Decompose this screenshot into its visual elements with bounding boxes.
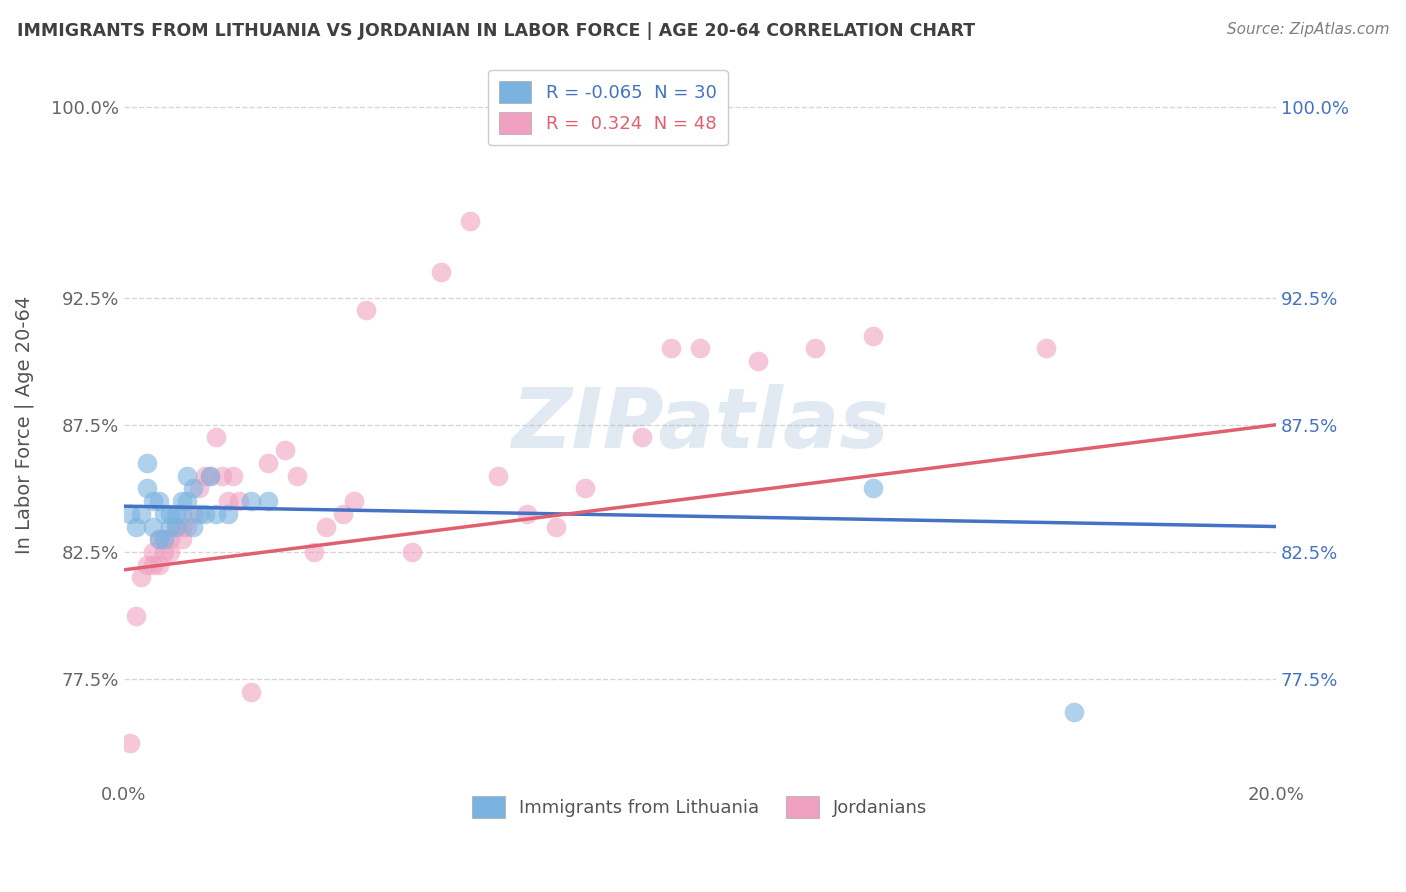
Text: IMMIGRANTS FROM LITHUANIA VS JORDANIAN IN LABOR FORCE | AGE 20-64 CORRELATION CH: IMMIGRANTS FROM LITHUANIA VS JORDANIAN I…	[17, 22, 974, 40]
Point	[239, 494, 262, 508]
Point	[187, 482, 209, 496]
Point	[136, 482, 159, 496]
Point	[176, 468, 198, 483]
Point	[574, 482, 596, 496]
Point	[176, 494, 198, 508]
Point	[153, 545, 176, 559]
Point	[222, 468, 245, 483]
Point	[148, 533, 170, 547]
Point	[159, 519, 181, 533]
Point	[1063, 706, 1085, 720]
Point	[170, 519, 193, 533]
Point	[142, 494, 165, 508]
Point	[181, 482, 204, 496]
Point	[142, 558, 165, 572]
Point	[486, 468, 509, 483]
Point	[142, 545, 165, 559]
Point	[165, 519, 187, 533]
Y-axis label: In Labor Force | Age 20-64: In Labor Force | Age 20-64	[15, 295, 35, 554]
Point	[165, 507, 187, 521]
Point	[153, 507, 176, 521]
Point	[430, 265, 453, 279]
Point	[118, 736, 141, 750]
Point	[170, 494, 193, 508]
Point	[747, 354, 769, 368]
Point	[136, 456, 159, 470]
Point	[862, 328, 884, 343]
Point	[131, 507, 153, 521]
Point	[159, 507, 181, 521]
Point	[239, 685, 262, 699]
Point	[274, 443, 297, 458]
Text: Source: ZipAtlas.com: Source: ZipAtlas.com	[1226, 22, 1389, 37]
Point	[332, 507, 354, 521]
Point	[181, 519, 204, 533]
Point	[659, 342, 682, 356]
Point	[1035, 342, 1057, 356]
Point	[458, 214, 481, 228]
Point	[194, 468, 217, 483]
Point	[200, 468, 222, 483]
Point	[131, 570, 153, 584]
Point	[136, 558, 159, 572]
Point	[153, 533, 176, 547]
Point	[205, 507, 228, 521]
Point	[148, 533, 170, 547]
Point	[187, 507, 209, 521]
Point	[211, 468, 233, 483]
Point	[228, 494, 250, 508]
Point	[153, 533, 176, 547]
Point	[343, 494, 366, 508]
Point	[205, 430, 228, 444]
Point	[170, 507, 193, 521]
Point	[142, 519, 165, 533]
Point	[148, 494, 170, 508]
Point	[165, 519, 187, 533]
Point	[194, 507, 217, 521]
Point	[159, 533, 181, 547]
Point	[315, 519, 337, 533]
Text: ZIPatlas: ZIPatlas	[510, 384, 889, 466]
Point	[257, 456, 280, 470]
Point	[170, 533, 193, 547]
Point	[354, 303, 377, 318]
Point	[148, 558, 170, 572]
Point	[200, 468, 222, 483]
Point	[516, 507, 538, 521]
Point	[804, 342, 827, 356]
Point	[631, 430, 654, 444]
Point	[257, 494, 280, 508]
Point	[862, 482, 884, 496]
Point	[401, 545, 423, 559]
Point	[544, 519, 567, 533]
Point	[124, 608, 146, 623]
Point	[159, 545, 181, 559]
Point	[302, 545, 325, 559]
Point	[124, 519, 146, 533]
Legend: Immigrants from Lithuania, Jordanians: Immigrants from Lithuania, Jordanians	[465, 789, 935, 825]
Point	[689, 342, 711, 356]
Point	[285, 468, 308, 483]
Point	[118, 507, 141, 521]
Point	[217, 507, 239, 521]
Point	[181, 507, 204, 521]
Point	[217, 494, 239, 508]
Point	[176, 519, 198, 533]
